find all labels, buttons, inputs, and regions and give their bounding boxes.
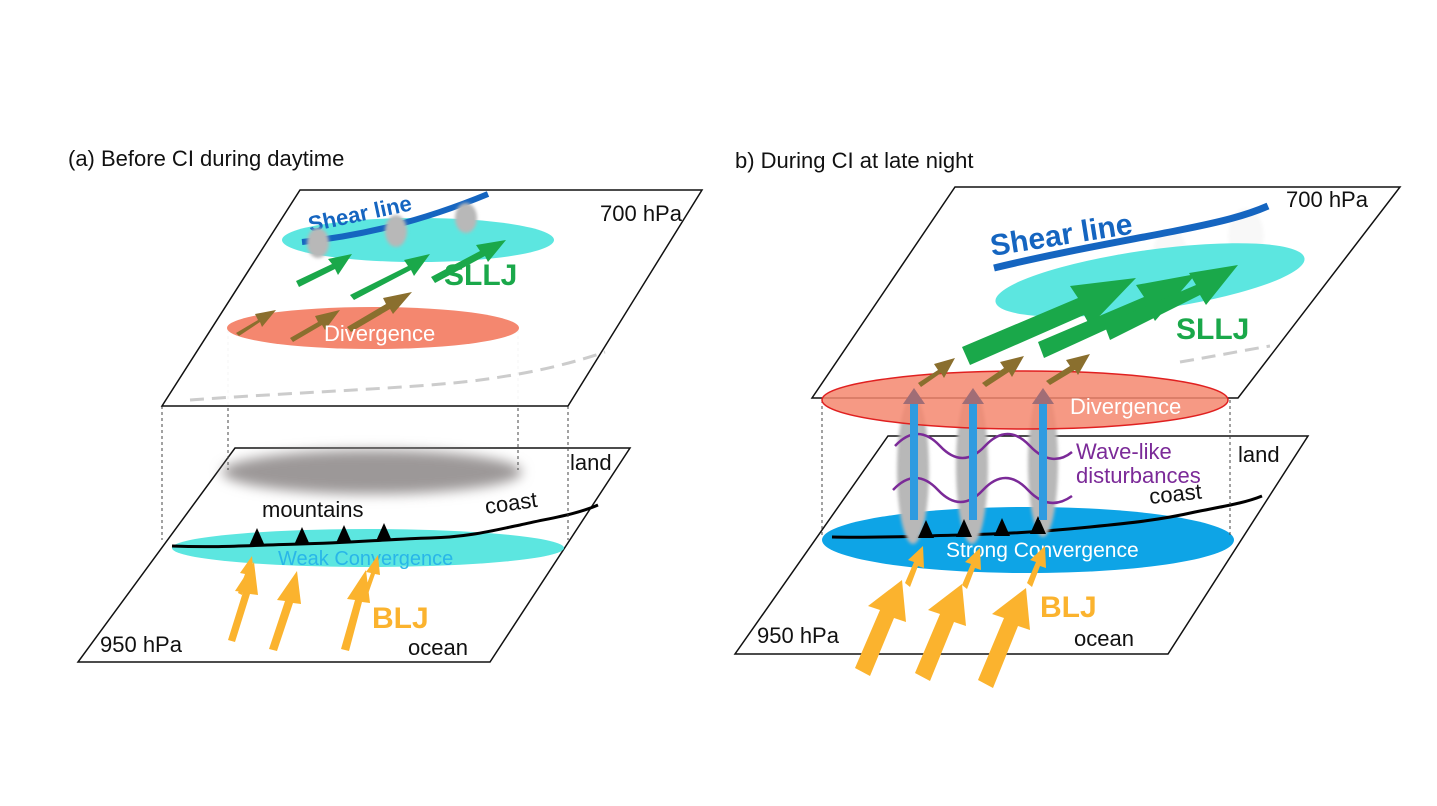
panel-a-sllj-label: SLLJ (444, 259, 517, 292)
sllj-arrow (1038, 274, 1196, 358)
panel-a-mountain-markers (249, 523, 392, 546)
mountain-marker (294, 527, 310, 545)
panel-a-land-label: land (570, 450, 612, 475)
panel-a-sllj-arrows (296, 240, 506, 300)
panel-b-divergence-arrows (918, 354, 1090, 387)
divergence-arrow (347, 292, 412, 332)
panel-a-weak-convergence-area (172, 529, 564, 567)
panel-b-sllj-arrows (962, 265, 1238, 365)
panel-b-lower-level-label: 950 hPa (757, 623, 840, 648)
panel-b-waves-label-2: disturbances (1076, 463, 1201, 488)
panel-b-blj-label: BLJ (1040, 591, 1097, 624)
sllj-arrow (431, 240, 506, 283)
panel-a-blj-arrows (228, 555, 380, 651)
divergence-arrow (1046, 354, 1090, 385)
panel-a-convergence-label: Weak Convergence (278, 548, 453, 570)
cloud-icon (455, 203, 477, 233)
panel-a-mountain-shadow (222, 450, 522, 494)
updraft-arrow-head (1032, 388, 1054, 404)
blj-arrow (962, 548, 981, 589)
sllj-arrow (962, 278, 1136, 365)
blj-arrow (1027, 546, 1046, 587)
updraft-arrow (1039, 400, 1047, 520)
mountain-marker (918, 520, 934, 538)
panel-a-divergence-arrows (236, 292, 412, 342)
mountain-marker (336, 525, 352, 543)
panel-a: (a) Before CI during daytime land coast … (68, 146, 704, 663)
mountain-marker (956, 519, 972, 537)
panel-b-ocean-label: ocean (1074, 626, 1134, 651)
panel-a-divergence-label: Divergence (324, 321, 435, 346)
panel-b-shear-line (993, 202, 1270, 272)
panel-a-blj-label: BLJ (372, 602, 429, 635)
panel-b-sllj-area (995, 243, 1305, 317)
panel-b-updraft-arrows (903, 388, 1054, 520)
panel-b-caption: b) During CI at late night (735, 148, 973, 173)
panel-a-caption: (a) Before CI during daytime (68, 146, 344, 171)
panel-a-ocean-label: ocean (408, 635, 468, 660)
panel-b: b) During CI at late night land coast St… (733, 148, 1402, 688)
panel-b-dry-line (1179, 344, 1271, 364)
panel-a-clouds (307, 203, 477, 258)
updraft-arrow (969, 400, 977, 520)
mountain-marker (376, 523, 392, 541)
updraft-arrow-head (962, 388, 984, 404)
panel-b-divergence-label: Divergence (1070, 394, 1181, 419)
panel-a-connectors (161, 330, 569, 540)
sllj-arrow (296, 254, 352, 287)
panel-a-upper-level-label: 700 hPa (600, 201, 683, 226)
blj-arrow (978, 588, 1030, 688)
updraft-arrow-head (903, 388, 925, 404)
panel-a-lower-level-label: 950 hPa (100, 632, 183, 657)
panel-a-dry-line (189, 350, 606, 402)
panel-a-mountains-label: mountains (262, 497, 364, 522)
panel-b-land-label: land (1238, 442, 1280, 467)
blj-arrow (364, 555, 380, 594)
blj-arrow (855, 580, 906, 676)
cloud-icon (385, 215, 407, 247)
mountain-marker (994, 518, 1010, 536)
blj-arrow (905, 546, 924, 587)
panel-b-blj-arrows (855, 546, 1046, 688)
blj-arrow (341, 570, 370, 651)
panel-b-connectors (821, 400, 1231, 536)
blj-arrow (228, 562, 258, 642)
panel-b-divergence-area (821, 370, 1229, 430)
panel-b-mountain-markers (918, 516, 1046, 538)
blj-arrow (269, 571, 301, 651)
cloud-icon (307, 228, 329, 258)
panel-b-upper-level-label: 700 hPa (1286, 187, 1369, 212)
blj-arrow (915, 584, 966, 681)
divergence-arrow (290, 310, 340, 342)
panel-b-sllj-label: SLLJ (1176, 313, 1249, 346)
blj-arrow (238, 556, 254, 595)
panel-b-coast-label: coast (1148, 479, 1203, 509)
mountain-marker (249, 528, 265, 546)
panel-b-waves-label-1: Wave-like (1076, 439, 1172, 464)
updraft-arrow (910, 400, 918, 520)
divergence-arrow (236, 310, 276, 336)
sllj-arrow (1104, 265, 1238, 340)
divergence-arrow (918, 358, 955, 387)
sllj-arrow (350, 254, 430, 300)
divergence-arrow (982, 356, 1024, 387)
mountain-marker (1030, 516, 1046, 534)
panel-a-divergence-area (227, 307, 519, 349)
